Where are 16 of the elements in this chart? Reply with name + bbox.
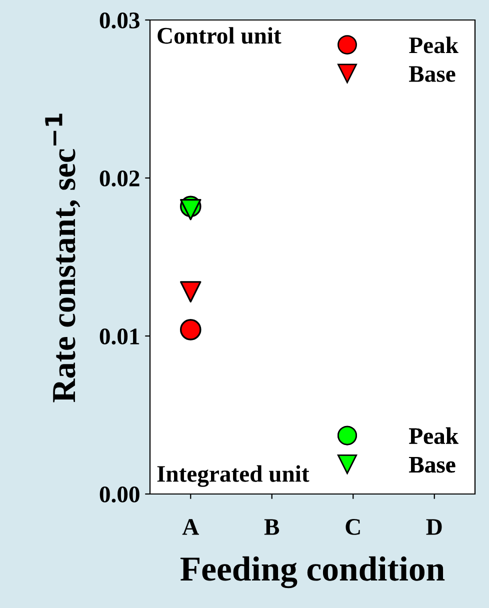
x-tick-label: B xyxy=(264,519,280,535)
legend-label: Base xyxy=(409,456,456,473)
text: Control unit xyxy=(158,27,282,44)
x-tick-label: A xyxy=(182,519,199,535)
y-tick-label: 0.01 xyxy=(100,328,140,345)
x-tick-label: C xyxy=(346,519,360,535)
legend-label: Peak xyxy=(409,427,458,444)
legend-label: Peak xyxy=(409,36,458,54)
x-axis-title: Feeding condition xyxy=(180,556,445,588)
y-tick-label: 0.02 xyxy=(100,170,140,187)
legend-label: Base xyxy=(409,66,456,82)
text: Integrated unit xyxy=(157,465,310,487)
y-axis-title: Rate constant, sec$^{−1}$ xyxy=(45,114,80,402)
y-tick-label: 0.03 xyxy=(100,12,140,29)
y-tick-label: 0.00 xyxy=(100,486,140,503)
x-tick-label: D xyxy=(426,519,442,535)
